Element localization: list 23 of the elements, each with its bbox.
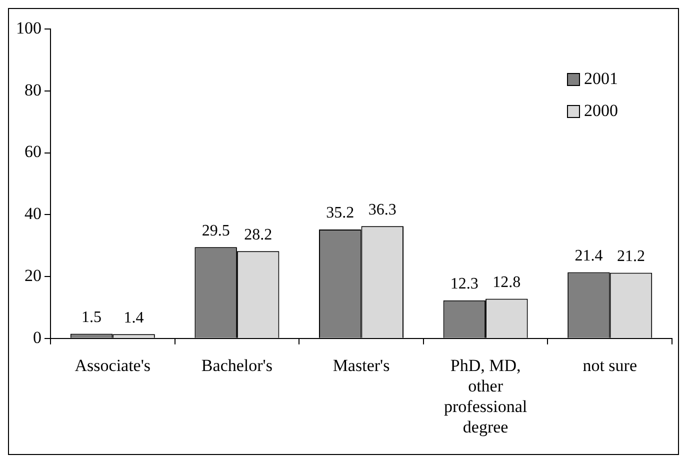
data-label: 36.3 <box>368 201 396 218</box>
data-label: 12.8 <box>492 274 521 291</box>
x-tick-label: PhD, MD, other professional degree <box>444 356 528 436</box>
y-tick-label: 80 <box>24 80 42 100</box>
data-label: 12.3 <box>450 276 478 293</box>
y-tick-label: 40 <box>24 204 42 224</box>
x-tick-label: Bachelor's <box>201 356 272 376</box>
data-label: 21.2 <box>616 248 645 266</box>
data-label: 35.2 <box>326 204 354 222</box>
data-label: 1.4 <box>124 309 144 326</box>
y-tick-label: 20 <box>24 266 42 285</box>
x-tick-label: not sure <box>582 356 637 376</box>
x-tick-label: Master's <box>332 356 390 376</box>
y-tick-label: 0 <box>33 328 42 347</box>
data-label: 1.5 <box>82 308 102 326</box>
legend-label: 2000 <box>584 101 618 121</box>
data-label: 21.4 <box>574 247 603 264</box>
y-tick-label: 60 <box>24 142 42 162</box>
x-tick-label: Associate's <box>74 356 151 376</box>
data-label: 29.5 <box>202 222 230 240</box>
y-tick-label: 100 <box>16 18 42 38</box>
legend-label: 2001 <box>584 69 618 89</box>
data-label: 28.2 <box>244 226 272 244</box>
